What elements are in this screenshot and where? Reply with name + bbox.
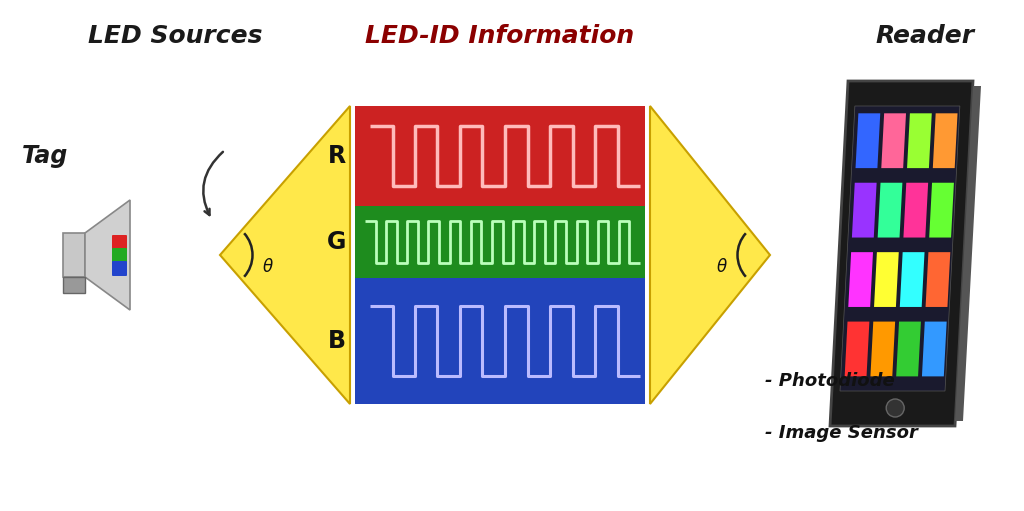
Polygon shape <box>882 113 906 168</box>
Polygon shape <box>830 81 973 426</box>
Polygon shape <box>840 106 959 391</box>
FancyBboxPatch shape <box>112 235 127 250</box>
Text: θ: θ <box>717 258 727 276</box>
FancyBboxPatch shape <box>63 233 85 277</box>
Bar <box>355 106 645 206</box>
Polygon shape <box>870 321 895 377</box>
Polygon shape <box>220 106 350 404</box>
FancyBboxPatch shape <box>112 261 127 276</box>
Bar <box>355 206 645 278</box>
FancyBboxPatch shape <box>63 277 85 293</box>
Polygon shape <box>848 252 873 307</box>
Text: R: R <box>328 144 346 168</box>
Polygon shape <box>852 183 877 238</box>
Polygon shape <box>929 183 954 238</box>
Text: - Image Sensor: - Image Sensor <box>765 424 918 442</box>
Polygon shape <box>878 183 902 238</box>
Text: LED-ID Information: LED-ID Information <box>366 24 635 48</box>
Circle shape <box>886 399 904 417</box>
Polygon shape <box>900 252 925 307</box>
Bar <box>355 278 645 404</box>
Text: Tag: Tag <box>22 144 69 168</box>
Polygon shape <box>855 113 881 168</box>
Text: Reader: Reader <box>876 24 975 48</box>
Text: θ: θ <box>263 258 273 276</box>
Text: G: G <box>328 230 347 254</box>
FancyBboxPatch shape <box>112 248 127 263</box>
Text: - Photodiode: - Photodiode <box>765 372 895 390</box>
Polygon shape <box>874 252 899 307</box>
Polygon shape <box>650 106 770 404</box>
Text: LED Sources: LED Sources <box>88 24 262 48</box>
Polygon shape <box>955 86 981 421</box>
Polygon shape <box>922 321 946 377</box>
Polygon shape <box>907 113 932 168</box>
Polygon shape <box>896 321 921 377</box>
Text: B: B <box>328 329 346 353</box>
Polygon shape <box>903 183 928 238</box>
Polygon shape <box>845 321 869 377</box>
Polygon shape <box>926 252 950 307</box>
Polygon shape <box>85 200 130 310</box>
Polygon shape <box>933 113 957 168</box>
